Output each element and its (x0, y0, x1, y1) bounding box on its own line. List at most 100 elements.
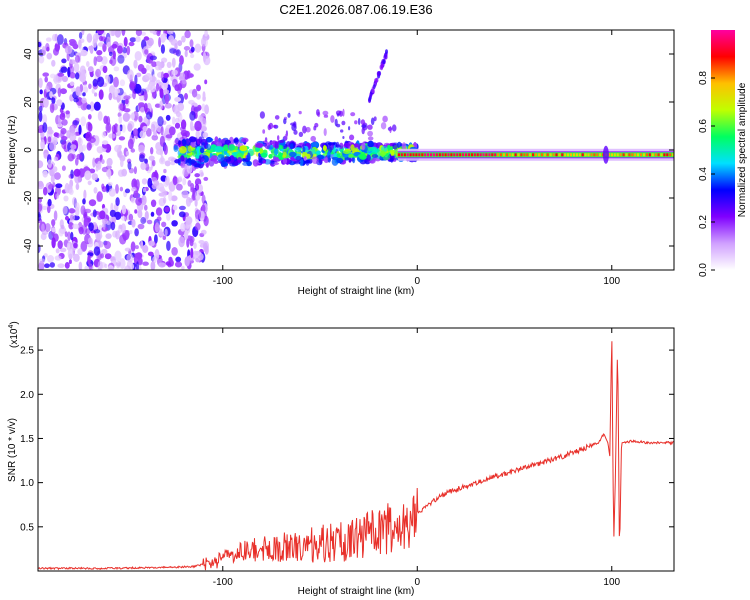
spectrogram-carrier-cell (444, 153, 447, 157)
spectrogram-noise-cell (70, 169, 74, 179)
spectrogram-x-tick-label: -100 (213, 276, 233, 287)
spectrogram-noise-cell (138, 144, 145, 153)
snr-x-ticks: -100 0 100 (213, 328, 621, 588)
spectrogram-noise-cell (133, 59, 138, 69)
spectrogram-noise-cell (124, 265, 131, 270)
spectrogram-transition-cell (310, 142, 319, 147)
spectrogram-transition-cell (379, 155, 384, 161)
spectrogram-transition-cell (205, 137, 213, 143)
colorbar-tick-label: 0.8 (698, 71, 709, 85)
spectrogram-transition-cell (343, 142, 351, 148)
spectrogram-transition-cell (174, 139, 179, 144)
spectrogram-transition-cell (295, 155, 302, 162)
spectrogram-panel: -100 0 100 -40 -20 0 20 40 Height of straight … (7, 29, 675, 297)
spectrogram-noise-cell (87, 114, 92, 120)
spectrogram-carrier-cell (587, 153, 590, 157)
spectrogram-noise-cell (68, 222, 74, 230)
spectrogram-noise-cell (73, 62, 80, 73)
spectrogram-noise-cell (68, 207, 75, 214)
spectrogram-transition-cell (252, 159, 259, 167)
spectrogram-transition-cell (390, 157, 394, 163)
spectrogram-noise-cell (70, 144, 77, 150)
spectrogram-noise-cell (139, 95, 145, 101)
spectrogram-y-tick-label: 0 (23, 147, 34, 153)
spectrogram-transition-cell (268, 154, 273, 159)
spectrogram-noise-cell (55, 193, 60, 199)
spectrogram-noise-cell (172, 105, 180, 115)
spectrogram-transition-cell (361, 127, 365, 135)
spectrogram-noise-cell (117, 124, 121, 134)
spectrogram-noise-cell (41, 205, 48, 210)
spectrogram-transition-cell (293, 129, 298, 135)
spectrogram-noise-cell (121, 215, 126, 221)
spectrogram-noise-cell (55, 183, 63, 188)
spectrogram-noise-cell (201, 194, 206, 205)
spectrogram-noise-cell (184, 229, 189, 241)
spectrogram-carrier-cell (462, 153, 465, 157)
spectrogram-noise-cell (128, 41, 135, 47)
spectrogram-x-ticks: -100 0 100 (213, 30, 621, 287)
spectrogram-noise-cell (67, 248, 74, 259)
spectrogram-y-axis-label: Frequency (Hz) (7, 116, 18, 185)
spectrogram-noise-cell (55, 248, 60, 254)
spectrogram-noise-cell (196, 84, 201, 92)
spectrogram-noise-cell (54, 255, 62, 261)
spectrogram-noise-cell (44, 76, 48, 83)
spectrogram-transition-cell (361, 124, 367, 128)
spectrogram-transition-cell (310, 135, 317, 142)
spectrogram-noise-cell (172, 116, 176, 125)
spectrogram-noise-cell (95, 68, 101, 78)
spectrogram-noise-cell (82, 84, 88, 90)
spectrogram-carrier-cell (642, 153, 646, 157)
spectrogram-noise-cell (66, 242, 70, 251)
spectrogram-transition-cell (198, 136, 203, 144)
spectrogram-transition-cell (246, 160, 252, 167)
spectrogram-noise-cell (95, 32, 99, 41)
spectrogram-noise-cell (120, 223, 126, 234)
spectrogram-noise-cell (88, 263, 93, 270)
spectrogram-noise-cell (121, 124, 126, 133)
spectrogram-noise-cell (82, 144, 86, 152)
spectrogram-carrier-cell (663, 153, 666, 157)
spectrogram-carrier-cell (634, 153, 637, 157)
spectrogram-carrier-cell (645, 153, 648, 157)
spectrogram-noise-cell (60, 127, 67, 135)
spectrogram-transition-cell (234, 160, 239, 166)
spectrogram-noise-cell (117, 45, 123, 54)
spectrogram-noise-cell (76, 153, 83, 160)
spectrogram-noise-cell (193, 63, 201, 71)
spectrogram-transition-cell (323, 114, 329, 118)
spectrogram-x-tick-label: 100 (603, 276, 620, 287)
spectrogram-noise-cell (165, 261, 171, 266)
spectrogram-noise-cell (126, 69, 134, 80)
spectrogram-noise-cell (156, 216, 162, 222)
spectrogram-noise-cell (190, 46, 195, 53)
spectrogram-noise-cell (68, 188, 74, 195)
spectrogram-noise-cell (81, 97, 87, 104)
spectrogram-noise-cell (97, 111, 103, 121)
spectrogram-noise-cell (184, 93, 188, 100)
spectrogram-noise-cell (106, 41, 111, 48)
spectrogram-noise-cell (52, 166, 58, 173)
spectrogram-noise-cell (159, 88, 164, 99)
spectrogram-noise-cell (140, 162, 147, 170)
spectrogram-noise-cell (62, 205, 68, 215)
colorbar: 0.0 0.2 0.4 0.6 0.8 Normalized spectral ampl… (698, 30, 748, 277)
spectrogram-noise-cell (61, 119, 68, 126)
spectrogram-noise-cell (178, 236, 185, 248)
spectrogram-carrier-cell (660, 153, 663, 157)
spectrogram-transition-cell (259, 111, 265, 119)
spectrogram-noise-cell (160, 82, 169, 90)
spectrogram-noise-cell (38, 111, 43, 122)
spectrogram-transition-cell (237, 157, 243, 164)
spectrogram-noise-cell (115, 230, 120, 240)
spectrogram-noise-cell (191, 88, 198, 98)
spectrogram-noise-cell (49, 102, 55, 114)
spectrogram-noise-cell (182, 78, 187, 85)
spectrogram-noise-cell (150, 123, 156, 132)
spectrogram-transition-cell (322, 145, 327, 152)
spectrogram-noise-cell (175, 256, 182, 263)
spectrogram-noise-cell (78, 124, 82, 135)
spectrogram-noise-cell (84, 265, 89, 270)
spectrogram-noise-cell (165, 134, 173, 139)
